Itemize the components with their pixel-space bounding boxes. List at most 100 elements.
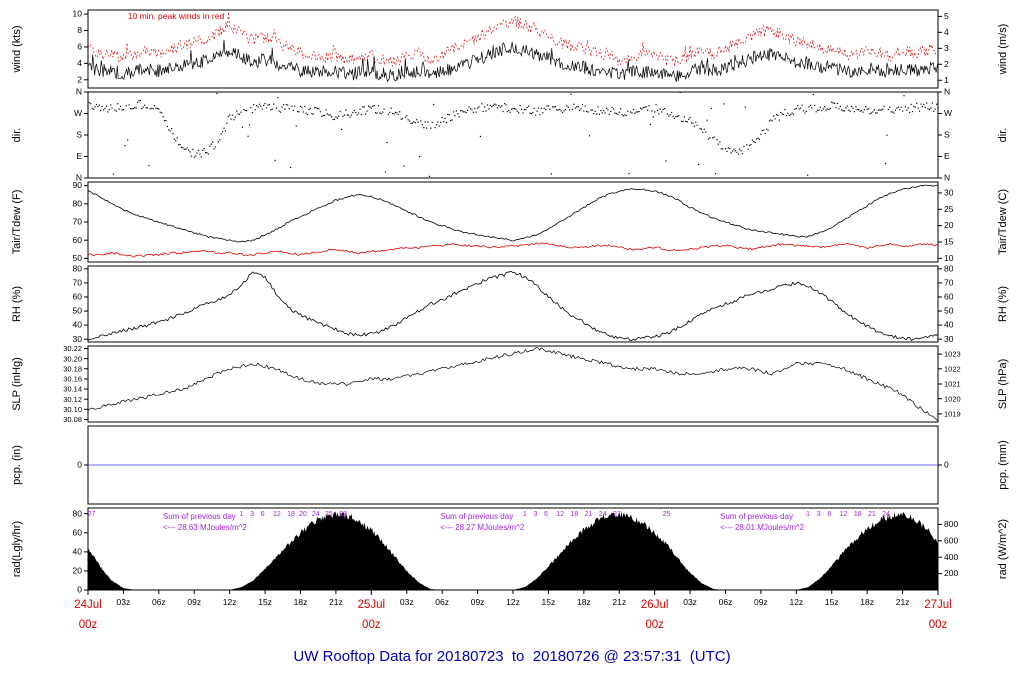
dir-dot <box>246 110 248 112</box>
dir-dot <box>168 129 170 131</box>
dir-dot <box>610 110 612 113</box>
dir-dot <box>527 105 530 107</box>
dir-dot <box>883 105 885 107</box>
dir-dot <box>584 105 586 107</box>
dir-dot <box>193 156 195 158</box>
dir-dot <box>491 105 493 108</box>
dir-dot <box>406 115 408 117</box>
dir-dot <box>210 143 212 145</box>
dir-dot <box>802 110 805 112</box>
dir-dot <box>540 107 542 109</box>
dir-dot <box>280 111 282 113</box>
dir-dot <box>267 104 269 106</box>
chart-text: 25 <box>663 511 671 518</box>
dir-dot <box>583 110 585 112</box>
dir-dot <box>707 138 710 140</box>
dir-dot <box>285 103 287 106</box>
dir-dot <box>880 109 882 111</box>
dir-dot <box>117 103 119 105</box>
dir-dot <box>693 125 695 127</box>
dir-dot <box>635 111 637 113</box>
dir-dot <box>662 108 664 111</box>
dir-dot <box>598 113 601 115</box>
dir-dot <box>365 113 367 115</box>
dir-dot <box>804 112 806 114</box>
chart-text: 21z <box>896 597 910 607</box>
dir-dot <box>212 141 214 143</box>
dir-dot <box>377 105 380 107</box>
chart-text: 40 <box>73 546 83 556</box>
dir-dot <box>892 111 894 113</box>
dir-dot <box>315 107 317 109</box>
dir-dot <box>447 113 449 116</box>
chart-text: 2 <box>77 74 82 84</box>
dir-dot <box>362 106 364 108</box>
chart-text: 09z <box>471 597 485 607</box>
dir-dot <box>206 152 208 154</box>
dir-dot <box>807 174 809 176</box>
dir-dot <box>821 110 823 112</box>
dir-dot <box>736 151 738 153</box>
dir-dot <box>656 109 659 112</box>
dir-dot <box>654 111 656 113</box>
dir-dot <box>413 121 415 123</box>
chart-text: 10 min. peak winds in red <box>128 11 225 21</box>
chart-text: 26Jul <box>641 599 669 611</box>
chart-text: 00z <box>79 619 98 631</box>
dir-dot <box>488 108 490 110</box>
dir-dot <box>183 148 185 150</box>
chart-text: 0 <box>77 585 82 595</box>
dir-dot <box>778 119 780 121</box>
dir-dot <box>554 105 557 108</box>
dir-dot <box>107 111 109 113</box>
dir-dot <box>644 106 646 108</box>
dir-dot <box>108 109 110 111</box>
dir-dot <box>131 108 133 110</box>
dir-dot <box>739 148 741 150</box>
dir-dot <box>265 107 268 109</box>
dir-dot <box>747 148 749 150</box>
chart-text: 60 <box>73 292 83 302</box>
dir-dot <box>506 111 508 113</box>
dir-dot <box>189 151 191 153</box>
dir-dot <box>743 145 745 148</box>
dir-dot <box>689 116 691 119</box>
dir-dot <box>621 114 623 116</box>
dir-dot <box>856 109 858 111</box>
chart-text: 18z <box>577 597 591 607</box>
chart-text: 3 <box>944 43 949 53</box>
chart-text: Tair/Tdew (F) <box>11 190 23 255</box>
dir-dot <box>352 111 354 114</box>
chart-text: rad(Lgly/hr) <box>11 521 23 577</box>
dir-dot <box>501 105 503 107</box>
dir-dot <box>319 111 321 113</box>
dir-dot <box>461 110 463 112</box>
dir-dot <box>88 102 91 104</box>
dir-dot <box>271 108 273 110</box>
dir-dot <box>272 103 275 105</box>
dir-dot <box>637 111 639 113</box>
dir-dot <box>828 108 830 110</box>
dir-dot <box>597 106 599 108</box>
dir-dot <box>288 108 290 110</box>
dir-dot <box>329 114 331 116</box>
dir-dot <box>754 141 756 144</box>
chart-text: 30.16 <box>63 375 82 384</box>
dir-dot <box>872 111 874 113</box>
dir-dot <box>469 108 472 110</box>
dir-dot <box>508 109 510 112</box>
chart-text: Sum of previous day <box>163 512 236 521</box>
dir-dot <box>241 126 244 128</box>
dir-dot <box>877 109 880 111</box>
chart-text: Tair/Tdew (C) <box>997 189 1009 255</box>
chart-text: 30.22 <box>63 344 82 353</box>
series-line <box>87 347 939 421</box>
dir-dot <box>921 106 924 108</box>
dir-dot <box>465 111 467 114</box>
dir-dot <box>816 109 819 111</box>
dir-dot <box>563 110 565 112</box>
dir-dot <box>202 149 204 151</box>
chart-text: 18z <box>294 597 308 607</box>
dir-dot <box>622 115 625 117</box>
dir-dot <box>841 109 843 111</box>
